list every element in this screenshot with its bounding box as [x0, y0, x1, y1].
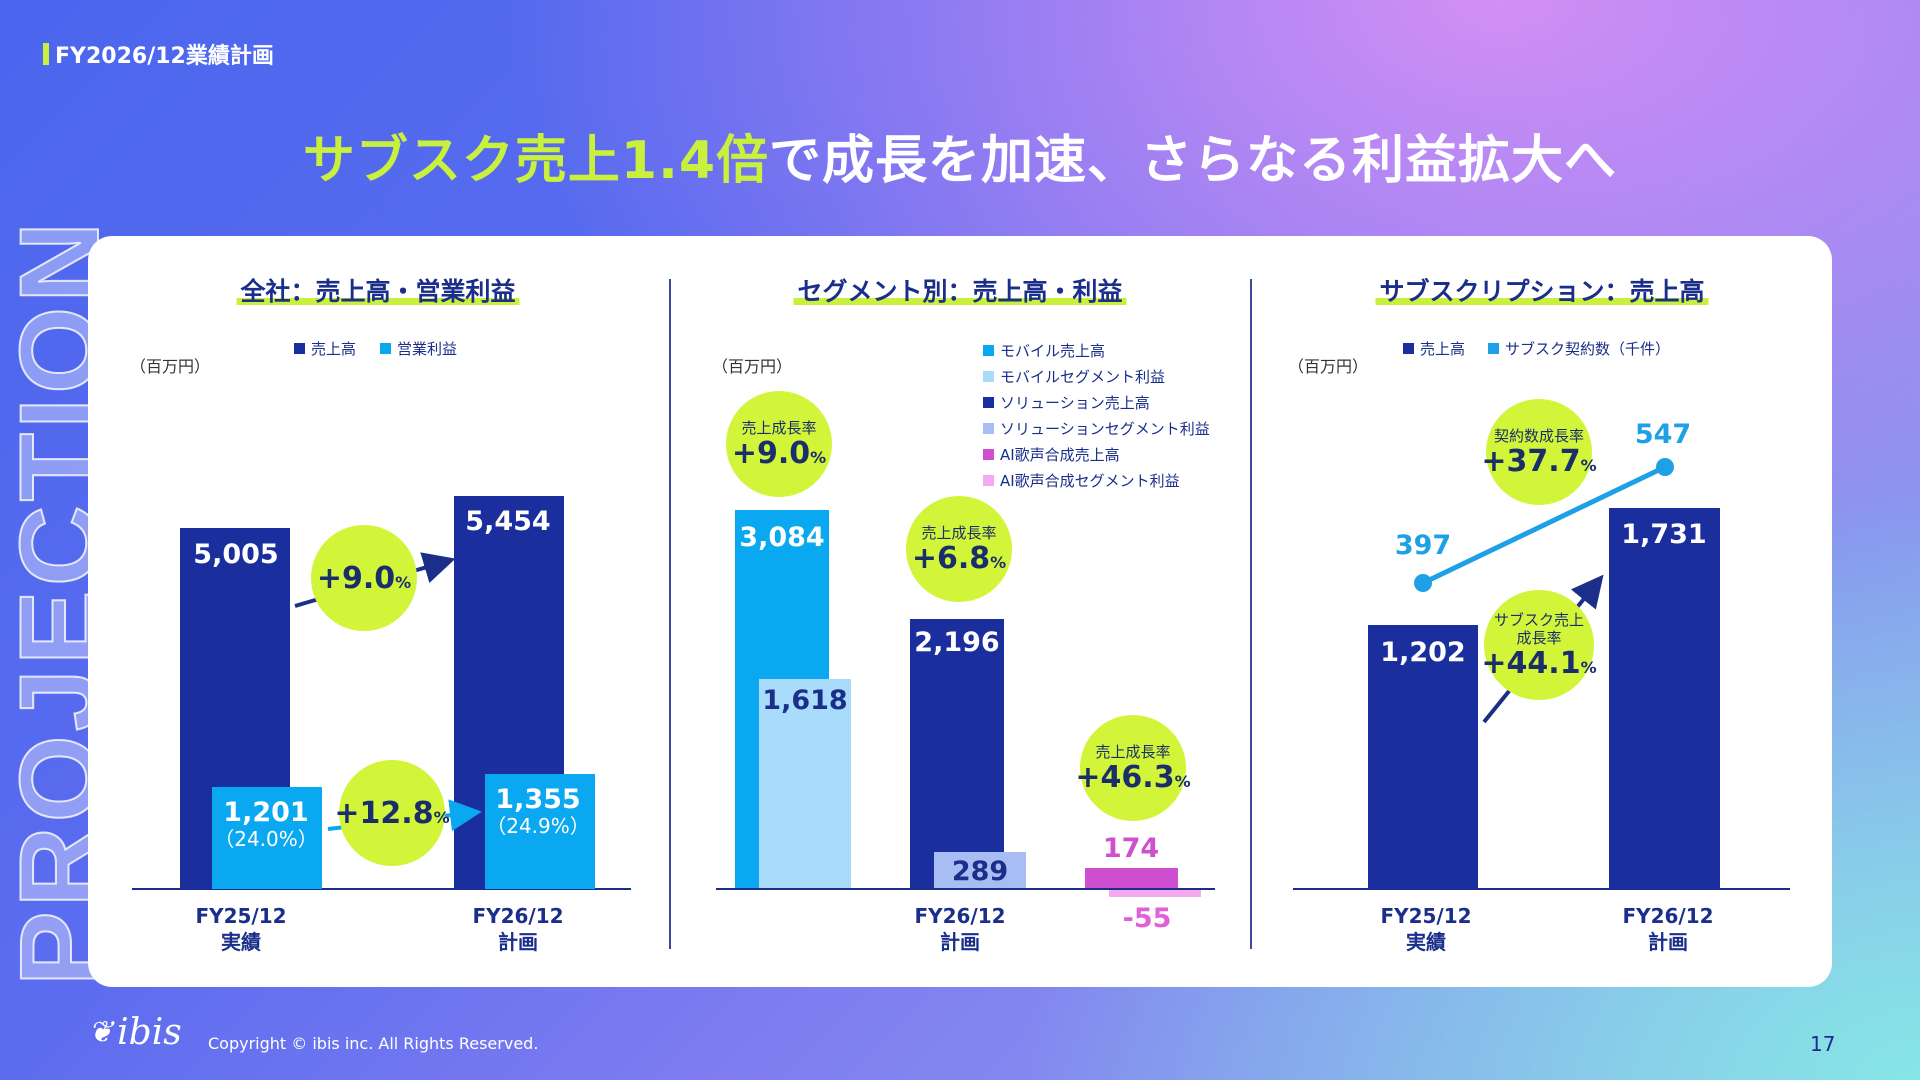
bar-solution-sales: [910, 618, 1004, 889]
data-label: 1,202: [1380, 637, 1466, 668]
legend-item: ソリューション売上高: [983, 389, 1210, 415]
x-axis: [1293, 888, 1790, 890]
data-label: 1,618: [762, 685, 848, 716]
legend-swatch: [983, 448, 994, 460]
growth-badge: +12.8%: [334, 760, 450, 866]
legend-item: 営業利益: [380, 338, 457, 359]
growth-badge: +9.0%: [311, 525, 417, 631]
line-label: 547: [1634, 419, 1692, 450]
x-tick-label: FY26/12 計画: [472, 904, 564, 954]
legend-item: モバイル売上高: [983, 337, 1210, 363]
page-number: 17: [1810, 1032, 1836, 1056]
legend: モバイル売上高 モバイルセグメント利益 ソリューション売上高 ソリューションセグ…: [983, 337, 1210, 493]
legend-item: AI歌声合成売上高: [983, 441, 1210, 467]
legend-swatch: [1403, 343, 1414, 354]
legend-item: 売上高: [1403, 338, 1465, 359]
divider: [1250, 279, 1252, 949]
growth-badge: 売上成長率 +6.8%: [906, 496, 1012, 602]
panel2-title: セグメント別：売上高・利益: [793, 272, 1127, 308]
panel1-title: 全社：売上高・営業利益: [236, 272, 520, 308]
legend-swatch: [1488, 343, 1499, 354]
panel3-title: サブスクリプション：売上高: [1375, 272, 1709, 308]
legend-item: AI歌声合成セグメント利益: [983, 467, 1210, 493]
legend-swatch: [983, 474, 994, 486]
x-tick-label: FY25/12 実績: [195, 904, 287, 954]
contracts-point: [1656, 458, 1674, 476]
x-axis: [716, 888, 1215, 890]
x-axis: [132, 888, 631, 890]
page-title: サブスク売上1.4倍で成長を加速、さらなる利益拡大へ: [302, 131, 1618, 191]
copyright: Copyright © ibis inc. All Rights Reserve…: [208, 1034, 539, 1053]
divider: [669, 279, 671, 949]
growth-badge: 売上成長率 +46.3%: [1075, 715, 1191, 821]
unit-label: （百万円）: [712, 357, 793, 376]
data-label: 289: [951, 856, 1009, 887]
legend-swatch: [380, 343, 391, 354]
unit-label: （百万円）: [130, 357, 211, 376]
legend-swatch: [983, 422, 994, 434]
x-tick-label: FY25/12 実績: [1380, 904, 1472, 954]
legend-swatch: [294, 343, 305, 354]
bar-solution-profit: [934, 852, 1026, 889]
legend-swatch: [983, 396, 994, 408]
bar-mobile-profit: [759, 678, 851, 889]
unit-label: （百万円）: [1288, 357, 1369, 376]
data-label: 174: [1102, 833, 1160, 864]
contracts-point: [1414, 574, 1432, 592]
data-label: 5,005: [193, 539, 279, 570]
ibis-logo: ❦ ibis: [88, 1012, 182, 1053]
data-label: 1,201 （24.0%）: [214, 797, 318, 851]
legend-swatch: [983, 370, 994, 382]
data-label: 5,454: [465, 506, 551, 537]
legend-item: ソリューションセグメント利益: [983, 415, 1210, 441]
bar-profit-fy26: [485, 773, 595, 889]
x-tick-label: FY26/12 計画: [914, 904, 1006, 954]
legend-swatch: [983, 344, 994, 356]
bar-sub-sales-fy25: [1368, 624, 1478, 889]
legend-item: サブスク契約数（千件）: [1488, 338, 1670, 359]
feather-icon: ❦: [88, 1015, 114, 1050]
growth-badge: サブスク売上 成長率 +44.1%: [1481, 590, 1597, 700]
data-label: 1,731: [1621, 519, 1707, 550]
section-label: FY2026/12業績計画: [43, 38, 274, 70]
bar-ai-sales: [1085, 867, 1178, 889]
contracts-line: [1421, 464, 1667, 586]
growth-badge: 売上成長率 +9.0%: [726, 391, 832, 497]
growth-badge: 契約数成長率 +37.7%: [1481, 399, 1597, 505]
data-label: 3,084: [739, 522, 825, 553]
data-label: 2,196: [914, 627, 1000, 658]
accent-bar: [43, 43, 49, 65]
line-label: 397: [1394, 530, 1452, 561]
data-label: -55: [1122, 903, 1172, 934]
legend-item: 売上高: [294, 338, 356, 359]
legend-item: モバイルセグメント利益: [983, 363, 1210, 389]
bar-sub-sales-fy26: [1609, 508, 1720, 889]
bar-profit-fy25: [212, 786, 322, 889]
bar-ai-profit: [1109, 890, 1201, 897]
x-tick-label: FY26/12 計画: [1622, 904, 1714, 954]
data-label: 1,355 （24.9%）: [486, 784, 590, 838]
